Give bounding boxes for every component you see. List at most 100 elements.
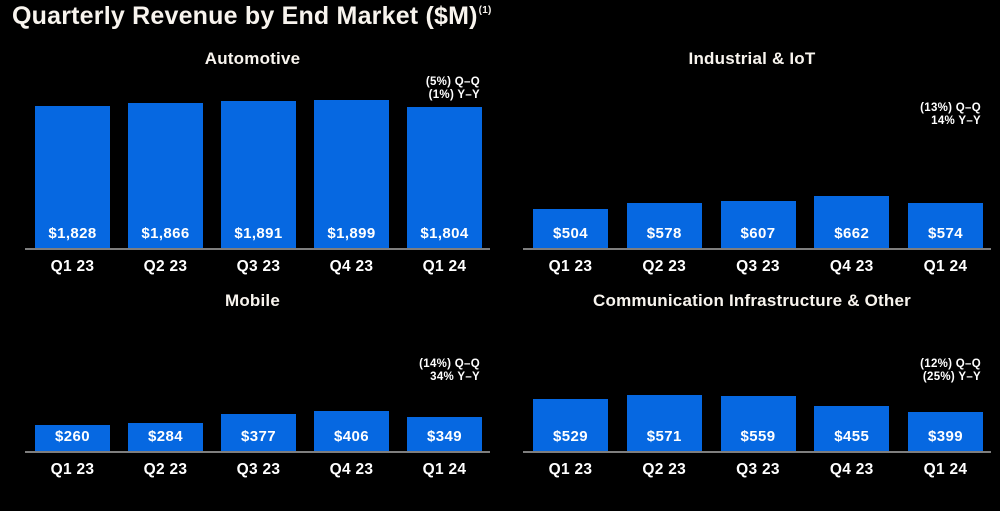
bar-value-label: $574	[928, 225, 963, 242]
plot-area: (13%) Q–Q 14% Y–Y $504 $578 $607 $662 $574	[533, 72, 983, 248]
bar-q1-24: $574	[908, 203, 983, 248]
bar-q3-23: $559	[720, 396, 796, 451]
x-axis-line	[523, 451, 991, 453]
bar-value-label: $1,828	[48, 225, 97, 242]
bar-q1-24: $349	[407, 417, 482, 451]
x-tick-label: Q1 23	[548, 461, 593, 478]
x-tick-label: Q1 23	[50, 258, 95, 275]
bars-group: $504 $578 $607 $662 $574	[533, 72, 983, 248]
bar-value-label: $1,866	[141, 225, 190, 242]
x-tick-label: Q4 23	[329, 258, 374, 275]
bar-value-label: $559	[740, 428, 776, 445]
yy-change-label: 14% Y–Y	[931, 115, 981, 127]
bar-value-label: $1,891	[234, 225, 283, 242]
bar-q4-23: $455	[814, 406, 890, 451]
bars-group: $529 $571 $559 $455 $399	[533, 314, 983, 451]
x-tick-label: Q3 23	[236, 461, 281, 478]
bar-q1-24: $399	[908, 412, 983, 451]
change-annotation: (5%) Q–Q (1%) Y–Y	[426, 76, 480, 102]
x-tick-label: Q2 23	[642, 258, 687, 275]
plot-area: (5%) Q–Q (1%) Y–Y $1,828 $1,866 $1,891 $1,899…	[35, 72, 482, 248]
bar-q1-23: $260	[35, 425, 110, 451]
bar-value-label: $662	[834, 225, 870, 242]
bar-q3-23: $607	[720, 201, 796, 248]
bar-value-label: $284	[148, 428, 183, 445]
x-tick-label: Q3 23	[236, 258, 281, 275]
x-tick-label: Q2 23	[143, 461, 188, 478]
x-tick-label: Q3 23	[736, 258, 780, 275]
bar-value-label: $1,804	[420, 225, 469, 242]
bar-value-label: $571	[646, 428, 682, 445]
bar-q2-23: $284	[128, 423, 203, 451]
x-tick-label: Q1 24	[923, 258, 968, 275]
qq-change-label: (14%) Q–Q	[419, 358, 480, 370]
page-title: Quarterly Revenue by End Market ($M)(1)	[12, 2, 491, 31]
bar-value-label: $349	[427, 428, 462, 445]
bar-value-label: $1,899	[327, 225, 376, 242]
qq-change-label: (13%) Q–Q	[920, 102, 981, 114]
chart-title: Mobile	[224, 291, 281, 310]
chart-title: Communication Infrastructure & Other	[593, 291, 911, 310]
bars-group: $1,828 $1,866 $1,891 $1,899 $1,804	[35, 72, 482, 248]
x-tick-label: Q1 24	[422, 461, 467, 478]
bar-q3-23: $1,891	[221, 101, 296, 248]
qq-change-label: (12%) Q–Q	[920, 358, 981, 370]
chart-panel-automotive: Automotive (5%) Q–Q (1%) Y–Y $1,828 $1,866 $1…	[15, 46, 490, 276]
bar-value-label: $607	[740, 225, 776, 242]
qq-change-label: (5%) Q–Q	[425, 76, 480, 88]
x-axis-line	[25, 451, 490, 453]
chart-title: Industrial & IoT	[688, 49, 816, 68]
x-axis-line	[25, 248, 490, 250]
x-tick-label: Q2 23	[642, 461, 687, 478]
bar-value-label: $455	[834, 428, 870, 445]
x-axis-labels: Q1 23 Q2 23 Q3 23 Q4 23 Q1 24	[35, 258, 482, 276]
yy-change-label: (1%) Y–Y	[428, 89, 480, 101]
x-tick-label: Q3 23	[736, 461, 780, 478]
x-axis-labels: Q1 23 Q2 23 Q3 23 Q4 23 Q1 24	[533, 258, 983, 276]
change-annotation: (12%) Q–Q (25%) Y–Y	[920, 358, 981, 384]
change-annotation: (13%) Q–Q 14% Y–Y	[920, 102, 981, 128]
bar-q1-24: $1,804	[407, 107, 482, 248]
bar-value-label: $529	[553, 428, 588, 445]
x-axis-line	[523, 248, 991, 250]
bar-q2-23: $1,866	[128, 103, 203, 248]
bar-q4-23: $662	[814, 196, 890, 248]
x-tick-label: Q4 23	[329, 461, 374, 478]
bar-q1-23: $529	[533, 399, 608, 451]
x-tick-label: Q4 23	[829, 461, 874, 478]
bar-value-label: $399	[928, 428, 963, 445]
x-tick-label: Q1 23	[548, 258, 593, 275]
bar-q3-23: $377	[221, 414, 296, 451]
chart-title: Automotive	[204, 49, 301, 68]
plot-area: (14%) Q–Q 34% Y–Y $260 $284 $377 $406 $349	[35, 314, 482, 451]
x-tick-label: Q4 23	[829, 258, 874, 275]
x-axis-labels: Q1 23 Q2 23 Q3 23 Q4 23 Q1 24	[35, 461, 482, 479]
bar-q4-23: $1,899	[314, 100, 389, 248]
bar-value-label: $406	[334, 428, 369, 445]
chart-panel-mobile: Mobile (14%) Q–Q 34% Y–Y $260 $284 $377 $406 $3…	[15, 288, 490, 479]
bar-value-label: $260	[55, 428, 90, 445]
bar-value-label: $504	[553, 225, 588, 242]
bar-q4-23: $406	[314, 411, 389, 451]
bar-q2-23: $578	[626, 203, 702, 248]
plot-area: (12%) Q–Q (25%) Y–Y $529 $571 $559 $455 $399	[533, 314, 983, 451]
bar-q1-23: $504	[533, 209, 608, 248]
bar-value-label: $377	[241, 428, 276, 445]
yy-change-label: 34% Y–Y	[430, 371, 480, 383]
footnote-marker: (1)	[478, 4, 492, 16]
change-annotation: (14%) Q–Q 34% Y–Y	[419, 358, 480, 384]
chart-panel-industrial-iot: Industrial & IoT (13%) Q–Q 14% Y–Y $504 $578…	[513, 46, 991, 276]
x-axis-labels: Q1 23 Q2 23 Q3 23 Q4 23 Q1 24	[533, 461, 983, 479]
x-tick-label: Q1 23	[50, 461, 95, 478]
page-title-text: Quarterly Revenue by End Market ($M)	[12, 2, 478, 30]
chart-panel-communication-infrastructure-other: Communication Infrastructure & Other (12%…	[513, 288, 991, 479]
bars-group: $260 $284 $377 $406 $349	[35, 314, 482, 451]
x-tick-label: Q1 24	[422, 258, 467, 275]
bar-value-label: $578	[646, 225, 682, 242]
x-tick-label: Q1 24	[923, 461, 968, 478]
bar-q2-23: $571	[626, 395, 702, 451]
yy-change-label: (25%) Y–Y	[922, 371, 981, 383]
bar-q1-23: $1,828	[35, 106, 110, 248]
x-tick-label: Q2 23	[143, 258, 188, 275]
